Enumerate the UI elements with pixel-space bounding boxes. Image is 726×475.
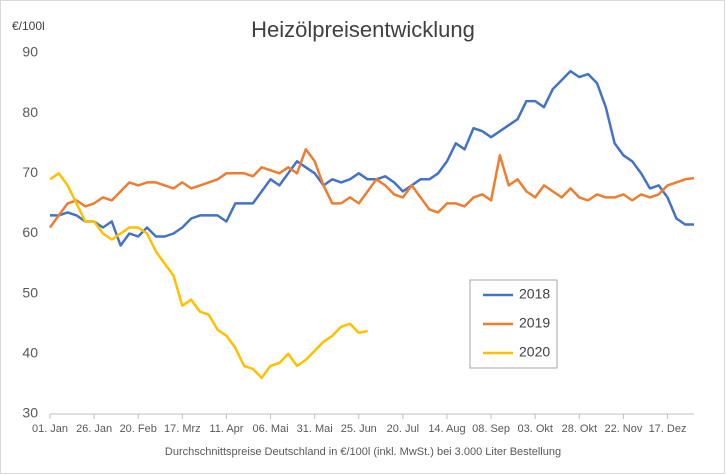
- y-tick-label: 30: [22, 405, 38, 421]
- x-tick-label: 26. Jan: [76, 423, 112, 435]
- x-tick-label: 22. Nov: [604, 423, 642, 435]
- x-tick-label: 17. Dez: [649, 423, 687, 435]
- series-line: [50, 69, 694, 247]
- y-tick-label: 90: [22, 44, 38, 60]
- legend-label: 2020: [519, 344, 550, 360]
- y-tick-label: 50: [22, 284, 38, 300]
- x-tick-label: 20. Jul: [387, 423, 419, 435]
- y-tick-label: 80: [22, 104, 38, 120]
- x-tick-label: 31. Mai: [297, 423, 333, 435]
- x-tick-label: 03. Okt: [517, 423, 552, 435]
- x-tick-label: 28. Okt: [562, 423, 597, 435]
- x-tick-label: 20. Feb: [120, 423, 157, 435]
- x-tick-label: 25. Jun: [341, 423, 377, 435]
- y-tick-label: 40: [22, 345, 38, 361]
- x-tick-label: 14. Aug: [428, 423, 465, 435]
- legend-label: 2019: [519, 315, 550, 331]
- x-tick-label: 11. Apr: [209, 423, 243, 435]
- x-tick-label: 01. Jan: [32, 423, 68, 435]
- x-tick-label: 17. Mrz: [164, 423, 201, 435]
- legend-label: 2018: [519, 286, 550, 302]
- x-tick-label: 08. Sep: [472, 423, 510, 435]
- y-axis-label: €/100l: [12, 19, 45, 33]
- series-line: [49, 172, 368, 380]
- x-tick-label: 06. Mai: [253, 423, 289, 435]
- y-tick-label: 60: [22, 224, 38, 240]
- series-line: [48, 148, 695, 229]
- x-axis-label: Durchschnittspreise Deutschland in €/100…: [165, 446, 561, 458]
- chart-title: Heizölpreisentwicklung: [251, 17, 475, 42]
- y-tick-label: 70: [22, 164, 38, 180]
